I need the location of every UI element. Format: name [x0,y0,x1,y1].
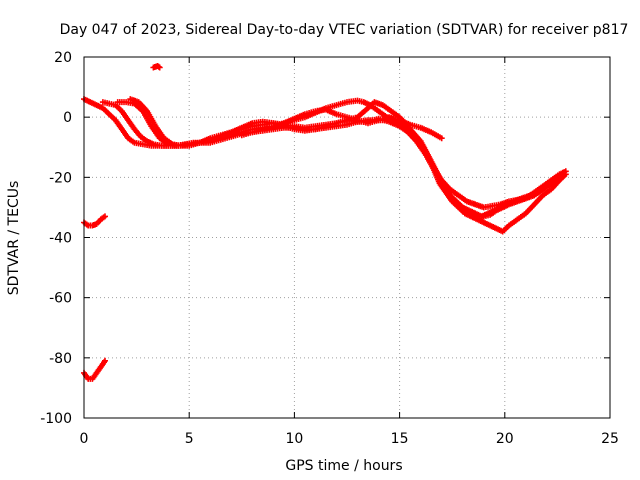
axis-ticks: 0 5 10 15 20 25 -100 -80 -60 -40 -20 0 20 [40,50,619,447]
data-point [556,174,563,181]
x-tick-label: 25 [601,431,619,447]
x-tick-label: 5 [185,431,194,447]
data-point [560,171,567,178]
x-tick-label: 15 [391,431,409,447]
data-point [438,135,445,142]
x-tick-label: 20 [496,431,514,447]
x-axis-label: GPS time / hours [285,458,402,474]
y-tick-label: -20 [49,170,72,186]
plot-frame [83,56,611,419]
y-tick-label: 20 [54,50,72,66]
y-tick-label: -100 [40,411,72,427]
data-points [81,63,569,382]
grid-lines [84,57,610,418]
data-point [156,64,163,71]
y-tick-label: -60 [49,291,72,307]
chart-title: Day 047 of 2023, Sidereal Day-to-day VTE… [60,22,629,38]
series-segment-b [81,357,108,382]
series-trace-5 [238,106,445,142]
data-point [102,357,108,364]
x-tick-label: 10 [285,431,303,447]
series-segment-a [81,213,108,229]
y-tick-label: 0 [63,110,72,126]
x-tick-label: 0 [80,431,89,447]
y-tick-label: -40 [49,231,72,247]
data-point [102,213,108,220]
y-tick-label: -80 [49,351,72,367]
series-segment-c [150,63,163,71]
series-trace-4 [127,96,563,211]
y-axis-label: SDTVAR / TECUs [6,181,22,296]
